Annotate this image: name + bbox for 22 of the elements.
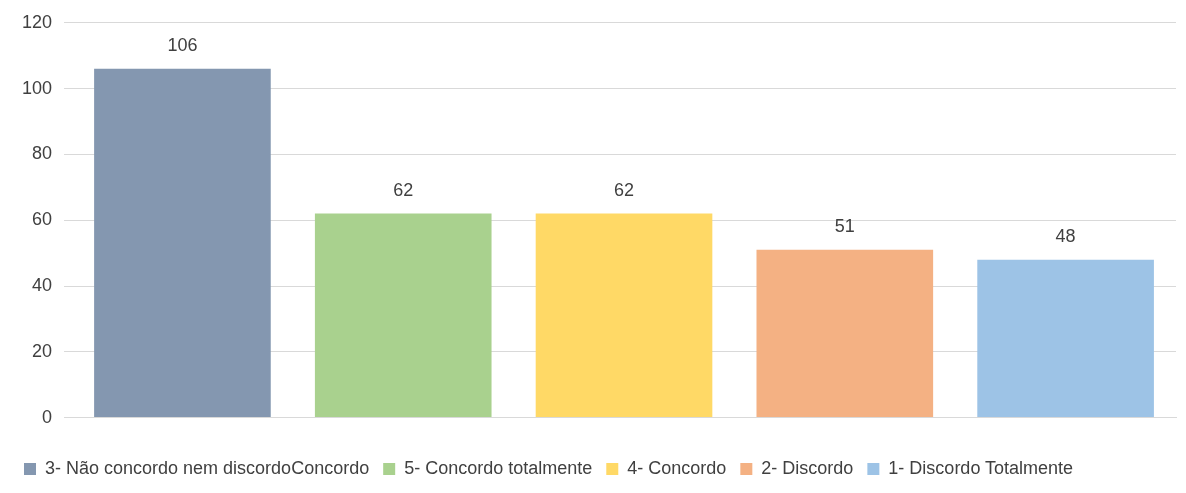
- y-tick-label: 40: [32, 274, 53, 295]
- y-tick-label: 60: [32, 209, 53, 230]
- y-tick-label: 120: [21, 11, 53, 32]
- data-label: 62: [614, 179, 635, 200]
- bar: [94, 68, 271, 418]
- legend-label: 1- Discordo Totalmente: [888, 457, 1074, 478]
- data-label: 106: [167, 34, 198, 55]
- y-tick-label: 80: [32, 143, 53, 164]
- legend-label: 5- Concordo totalmente: [404, 457, 593, 478]
- y-tick-label: 100: [21, 77, 53, 98]
- data-label: 51: [834, 215, 855, 236]
- legend-label: 2- Discordo: [761, 457, 854, 478]
- y-tick-label: 0: [42, 406, 53, 427]
- legend-label: 4- Concordo: [627, 457, 727, 478]
- data-label: 48: [1055, 225, 1076, 246]
- bar: [535, 213, 713, 418]
- bar: [977, 259, 1154, 418]
- data-label: 62: [393, 179, 414, 200]
- bar: [314, 213, 492, 418]
- bar: [756, 249, 934, 418]
- legend-label: 3- Não concordo nem discordoConcordo: [45, 457, 370, 478]
- y-tick-label: 20: [32, 340, 53, 361]
